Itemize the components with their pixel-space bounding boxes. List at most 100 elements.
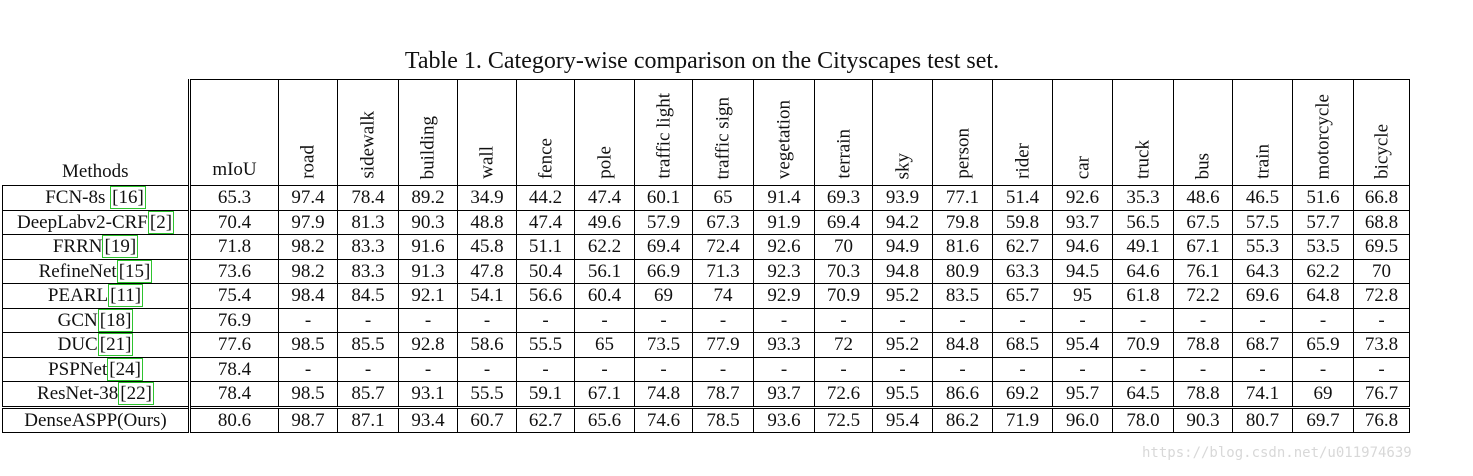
score-cell: 85.5 [337, 332, 399, 357]
citation-box[interactable]: [19] [102, 235, 139, 259]
method-name-cell: DeepLabv2-CRF [2] [2, 209, 191, 235]
score-cell: 72.8 [1353, 283, 1410, 308]
score-cell: 98.5 [278, 332, 338, 357]
method-name: FCN-8s [45, 187, 111, 209]
score-cell: 93.7 [1052, 209, 1113, 235]
method-name-cell: PEARL [11] [2, 283, 191, 308]
citation-link[interactable]: 11 [116, 285, 135, 307]
category-header: road [278, 79, 338, 186]
score-cell: - [992, 356, 1053, 382]
score-cell: 86.2 [932, 405, 993, 433]
method-name: DeepLabv2-CRF [16, 211, 148, 233]
category-header-label: traffic light [653, 93, 674, 179]
score-cell: 83.3 [337, 258, 399, 284]
citation-link[interactable]: 2 [156, 211, 166, 233]
score-cell: 90.3 [398, 209, 458, 235]
score-cell: 98.2 [278, 258, 338, 284]
score-cell: 55.5 [457, 381, 517, 408]
miou-cell: 71.8 [189, 234, 279, 259]
citation-box[interactable]: [11] [108, 284, 144, 308]
score-cell: 61.8 [1112, 283, 1174, 308]
citation-box[interactable]: [21] [97, 333, 134, 357]
score-cell: 98.7 [278, 405, 338, 433]
category-header-label: traffic sign [712, 96, 734, 180]
score-cell: 48.8 [457, 209, 517, 235]
citation-box[interactable]: [16] [110, 186, 146, 210]
method-name-cell: GCN [18] [2, 307, 191, 333]
score-cell: 50.4 [516, 258, 575, 284]
score-cell: 47.4 [516, 209, 575, 235]
miou-header: mIoU [189, 79, 279, 186]
score-cell: 45.8 [457, 234, 517, 259]
score-cell: 73.8 [1353, 332, 1410, 357]
score-cell: 70.9 [814, 283, 873, 308]
score-cell: 93.7 [753, 381, 815, 408]
score-cell: - [1353, 356, 1410, 382]
score-cell: 95.5 [872, 381, 933, 408]
score-cell: 69 [1292, 381, 1354, 408]
score-cell: - [1052, 307, 1113, 333]
category-header-label: sky [892, 152, 913, 179]
score-cell: 70.9 [1112, 332, 1174, 357]
score-cell: 77.9 [692, 332, 754, 357]
score-cell: 97.4 [278, 185, 338, 210]
miou-cell: 65.3 [189, 185, 279, 210]
score-cell: 62.2 [574, 234, 635, 259]
score-cell: - [692, 307, 754, 333]
citation-box[interactable]: [2] [147, 210, 175, 234]
citation-link[interactable]: 15 [125, 260, 145, 282]
score-cell: - [516, 356, 575, 382]
miou-cell: 78.4 [189, 381, 279, 408]
method-name-cell: FRRN [19] [2, 234, 191, 259]
score-cell: 67.5 [1173, 209, 1233, 235]
miou-cell: 70.4 [189, 209, 279, 235]
citation-link[interactable]: 22 [126, 383, 146, 405]
score-cell: - [1112, 356, 1174, 382]
citation-link[interactable]: 16 [118, 187, 138, 209]
score-cell: - [1052, 356, 1113, 382]
citation-link[interactable]: 24 [115, 358, 135, 380]
table-row: PSPNet [24] 78.4- - - - - - - - - - - - - - - - - - - [2, 356, 1410, 382]
category-header-label: rider [1012, 143, 1033, 179]
score-cell: 76.7 [1353, 381, 1410, 408]
score-cell: 66.9 [634, 258, 693, 284]
score-cell: 77.1 [932, 185, 993, 210]
score-cell: 68.8 [1353, 209, 1410, 235]
citation-box[interactable]: [18] [97, 308, 134, 332]
miou-cell: 77.6 [189, 332, 279, 357]
method-name-cell: RefineNet [15] [2, 258, 191, 284]
category-header-label: bus [1192, 152, 1214, 179]
category-header: wall [457, 79, 517, 186]
score-cell: 35.3 [1112, 185, 1174, 210]
score-cell: 86.6 [932, 381, 993, 408]
miou-cell: 75.4 [189, 283, 279, 308]
score-cell: 69 [634, 283, 693, 308]
score-cell: - [337, 307, 399, 333]
score-cell: - [1232, 307, 1293, 333]
category-header-label: road [297, 145, 319, 179]
score-cell: 76.1 [1173, 258, 1233, 284]
citation-box[interactable]: [24] [107, 357, 143, 381]
table-row: GCN [18] 76.9- - - - - - - - - - - - - - - - - - - [2, 307, 1410, 333]
category-header: car [1052, 79, 1113, 186]
score-cell: 93.9 [872, 185, 933, 210]
category-header: traffic light [634, 79, 693, 186]
score-cell: 95.4 [1052, 332, 1113, 357]
citation-link[interactable]: 19 [110, 236, 130, 258]
method-name: PSPNet [48, 358, 108, 380]
citation-link[interactable]: 21 [106, 334, 126, 356]
score-cell: 79.8 [932, 209, 993, 235]
method-name: GCN [57, 309, 98, 331]
score-cell: 91.4 [753, 185, 815, 210]
score-cell: 69.3 [814, 185, 873, 210]
category-header-label: sidewalk [357, 111, 379, 179]
citation-link[interactable]: 18 [106, 309, 126, 331]
citation-box[interactable]: [15] [116, 259, 153, 283]
score-cell: 93.4 [398, 405, 458, 433]
score-cell: 92.3 [753, 258, 815, 284]
category-header-label: bicycle [1371, 124, 1392, 179]
table-row: DeepLabv2-CRF [2] 70.4 97.9 81.3 90.3 48.8 47.4… [2, 209, 1410, 235]
score-cell: 62.7 [992, 234, 1053, 259]
citation-box[interactable]: [22] [118, 382, 154, 406]
score-cell: 78.4 [337, 185, 399, 210]
